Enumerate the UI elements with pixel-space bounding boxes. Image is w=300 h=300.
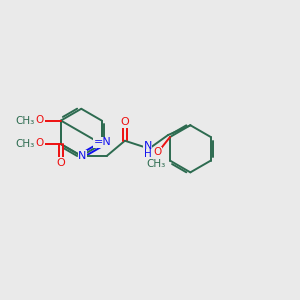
Text: H: H xyxy=(144,149,152,159)
Text: O: O xyxy=(36,115,44,124)
Text: CH₃: CH₃ xyxy=(147,159,166,169)
Text: N: N xyxy=(143,141,152,151)
Text: O: O xyxy=(56,158,65,168)
Text: CH₃: CH₃ xyxy=(16,116,35,126)
Text: =N: =N xyxy=(94,137,112,147)
Text: O: O xyxy=(36,138,44,148)
Text: O: O xyxy=(153,147,161,157)
Text: CH₃: CH₃ xyxy=(16,139,35,149)
Text: N: N xyxy=(78,151,86,161)
Text: O: O xyxy=(121,117,129,127)
